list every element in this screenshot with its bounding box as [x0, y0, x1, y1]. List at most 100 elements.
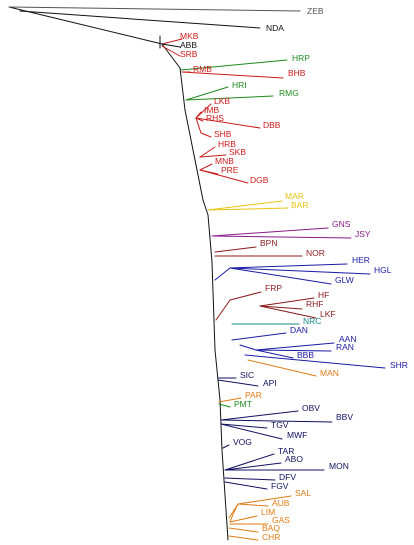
tree-branch-mwf — [220, 423, 283, 440]
backbone-branch — [214, 349, 221, 401]
tree-branch-hgl — [229, 267, 371, 275]
tree-branch-imb — [195, 111, 202, 119]
tree-branch-par — [218, 397, 242, 403]
tree-branch-shb — [195, 117, 202, 134]
tree-branch-gns — [211, 227, 329, 237]
backbone-branch — [8, 6, 163, 45]
taxon-label: RHF — [306, 299, 323, 309]
taxon-label: PMT — [234, 399, 252, 409]
taxon-label: PAR — [245, 390, 262, 400]
tree-branch-her — [229, 263, 348, 269]
tree-branch-lim — [229, 515, 258, 523]
taxon-label: HRP — [292, 53, 310, 63]
taxon-label: DAN — [290, 325, 308, 335]
tree-branch-her — [214, 267, 231, 281]
taxon-label: BBB — [297, 350, 314, 360]
tree-branch-ran — [255, 349, 332, 352]
taxon-label: MON — [329, 461, 349, 471]
tree-branch-dgb — [199, 169, 249, 184]
tree-branch-aub — [237, 503, 269, 507]
tree-branch-api — [217, 379, 259, 387]
taxon-label: GAS — [272, 515, 290, 525]
tree-branch-hrb — [199, 146, 216, 158]
taxon-label: RMB — [193, 64, 212, 74]
taxon-label: ABO — [285, 454, 303, 464]
tree-branch-mnb — [199, 163, 213, 171]
taxon-label: SRB — [180, 49, 198, 59]
taxon-label: LKF — [320, 309, 336, 319]
tree-branch-baq — [228, 527, 259, 533]
taxon-label: MAN — [320, 368, 339, 378]
tree-branch-jsy — [211, 235, 352, 239]
taxon-label: DGB — [250, 175, 269, 185]
tree-branch-vog — [222, 444, 230, 449]
taxon-label: AAN — [339, 334, 356, 344]
taxon-label: MWF — [287, 430, 307, 440]
tree-branch-shb — [200, 132, 212, 138]
backbone-branch — [202, 199, 209, 216]
taxon-label: BPN — [260, 238, 277, 248]
taxon-label: ABB — [180, 40, 197, 50]
taxon-label: RAN — [336, 342, 354, 352]
taxon-label: TAR — [278, 446, 294, 456]
tree-branch-glw — [229, 267, 332, 285]
tree-branch-clade — [229, 511, 235, 523]
taxon-label: LKB — [214, 96, 230, 106]
taxon-label: IMB — [204, 105, 219, 115]
taxon-label: API — [263, 378, 277, 388]
taxon-label: VOG — [233, 437, 252, 447]
taxon-label: NDA — [266, 23, 284, 33]
taxon-label: DBB — [263, 120, 281, 130]
taxon-label: SIC — [240, 370, 254, 380]
tree-branch-bar — [207, 207, 289, 211]
taxon-label: HRB — [218, 139, 236, 149]
taxon-label: BAQ — [262, 523, 280, 533]
tree-branch-mkb — [161, 38, 183, 45]
tree-branch-dfv — [224, 477, 276, 481]
taxon-label: MAR — [285, 191, 304, 201]
taxon-label: BAR — [291, 200, 308, 210]
tree-branch-skb — [199, 154, 227, 158]
tree-branch-pmt — [218, 403, 231, 408]
tree-branch-frp — [215, 299, 231, 321]
taxon-label: GNS — [332, 219, 351, 229]
tree-branch-aan — [255, 342, 335, 351]
tree-branch-hf — [259, 297, 315, 307]
tree-branch-bpn — [214, 246, 257, 253]
taxon-label: FGV — [271, 481, 289, 491]
taxon-label: RHS — [206, 113, 224, 123]
tree-branch-lkf — [259, 305, 317, 319]
taxon-label: FRP — [265, 283, 282, 293]
tree-branch-rmg — [185, 95, 274, 101]
tree-branch-rhf — [259, 305, 303, 310]
tree-branch-zeb — [8, 6, 301, 12]
taxon-label: ZEB — [307, 6, 324, 16]
tree-branch-abo — [224, 462, 282, 471]
tree-branch-bbv — [220, 419, 333, 423]
backbone-branch — [194, 159, 204, 201]
taxon-label: BHB — [288, 68, 306, 78]
taxon-label: SHR — [390, 360, 408, 370]
tree-branch-mar — [207, 200, 283, 211]
taxon-label: GLW — [335, 275, 354, 285]
tree-branch-shr — [244, 354, 386, 369]
taxon-label: SAL — [295, 488, 311, 498]
tree-branch-bbb — [255, 349, 294, 359]
taxon-label: OBV — [302, 403, 320, 413]
backbone-branch — [207, 214, 213, 263]
tree-branch-srb — [161, 45, 181, 57]
tree-branch-sal — [237, 495, 292, 505]
tree-branch-abb — [161, 43, 181, 48]
taxon-label: JSY — [355, 229, 371, 239]
tree-branch-fgv — [224, 481, 268, 490]
taxon-label: MNB — [215, 156, 234, 166]
taxon-label: HGL — [374, 265, 392, 275]
backbone-branch — [221, 449, 229, 541]
taxon-label: CHR — [262, 532, 280, 542]
tree-branch-chr — [228, 535, 259, 541]
backbone-branch — [211, 261, 216, 351]
taxon-label: NOR — [306, 248, 325, 258]
taxon-label: HF — [318, 290, 329, 300]
